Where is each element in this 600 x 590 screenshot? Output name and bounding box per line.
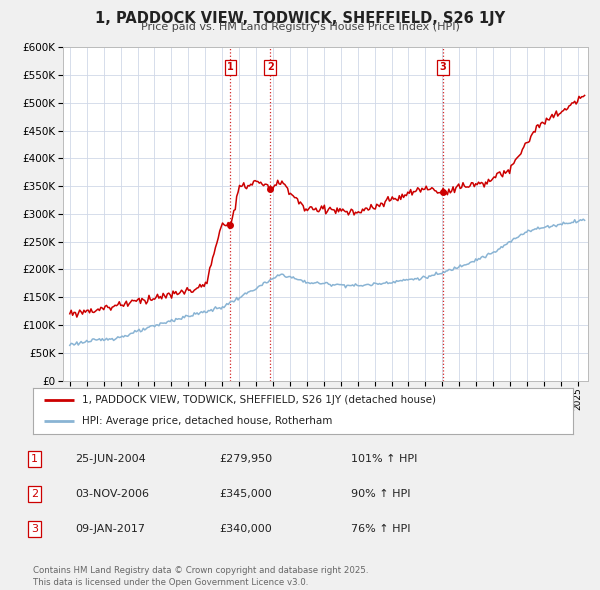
Text: Price paid vs. HM Land Registry's House Price Index (HPI): Price paid vs. HM Land Registry's House … [140, 22, 460, 32]
Text: £345,000: £345,000 [219, 489, 272, 499]
Text: 1: 1 [31, 454, 38, 464]
Text: 3: 3 [439, 62, 446, 72]
Text: HPI: Average price, detached house, Rotherham: HPI: Average price, detached house, Roth… [82, 416, 332, 426]
Text: 90% ↑ HPI: 90% ↑ HPI [351, 489, 410, 499]
Text: £279,950: £279,950 [219, 454, 272, 464]
Text: 09-JAN-2017: 09-JAN-2017 [75, 524, 145, 533]
Text: 25-JUN-2004: 25-JUN-2004 [75, 454, 146, 464]
Text: Contains HM Land Registry data © Crown copyright and database right 2025.
This d: Contains HM Land Registry data © Crown c… [33, 566, 368, 587]
Text: 2: 2 [267, 62, 274, 72]
Text: 2: 2 [31, 489, 38, 499]
Text: 101% ↑ HPI: 101% ↑ HPI [351, 454, 418, 464]
Text: 3: 3 [31, 524, 38, 533]
Text: £340,000: £340,000 [219, 524, 272, 533]
Text: 1: 1 [227, 62, 233, 72]
Text: 76% ↑ HPI: 76% ↑ HPI [351, 524, 410, 533]
Text: 03-NOV-2006: 03-NOV-2006 [75, 489, 149, 499]
Text: 1, PADDOCK VIEW, TODWICK, SHEFFIELD, S26 1JY: 1, PADDOCK VIEW, TODWICK, SHEFFIELD, S26… [95, 11, 505, 25]
Text: 1, PADDOCK VIEW, TODWICK, SHEFFIELD, S26 1JY (detached house): 1, PADDOCK VIEW, TODWICK, SHEFFIELD, S26… [82, 395, 436, 405]
